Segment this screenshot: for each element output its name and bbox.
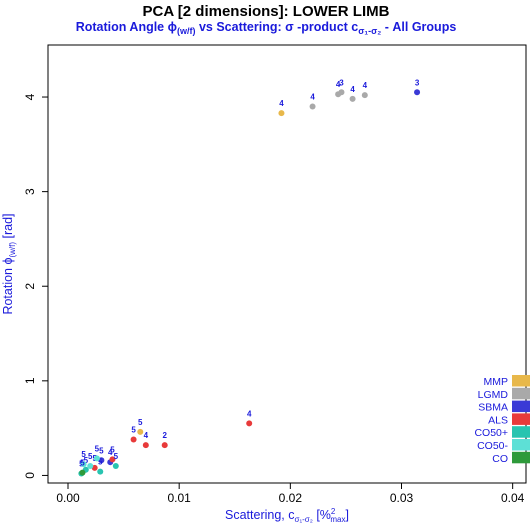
legend-swatch [512,375,530,387]
point-label: 2 [162,431,167,440]
data-point [414,89,421,96]
data-point [338,89,345,96]
point-label: 4 [363,81,368,90]
y-tick-label: 2 [23,283,37,290]
data-point [361,92,368,99]
y-tick-label: 4 [23,93,37,100]
x-tick-label: 0.04 [501,491,525,505]
legend-label: MMP [484,376,509,388]
point-label: 5 [80,459,85,468]
point-label: 5 [99,446,104,455]
legend-label: LGMD [478,389,509,401]
point-label: 4 [279,99,284,108]
legend-label: CO50+ [474,427,508,439]
legend-label: CO [492,453,508,465]
y-tick-label: 1 [23,377,37,384]
y-axis-label: Rotation ϕ(w/f) [rad] [1,213,17,314]
legend-swatch [512,439,530,451]
x-tick-label: 0.00 [56,491,80,505]
chart-subtitle: Rotation Angle ϕ(w/f) vs Scattering: σ -… [76,20,457,36]
point-label: 4 [144,431,149,440]
x-axis: 0.00 0.01 0.02 0.03 0.04 [56,482,525,505]
data-point [309,103,316,110]
point-label: 5 [131,425,136,434]
point-label: 5 [81,450,86,459]
point-label: 3 [339,78,344,87]
plot-frame [47,44,527,484]
data-point [130,436,137,443]
point-label: 4 [108,448,113,457]
data-point [349,95,356,102]
data-point [109,456,116,463]
chart-title: PCA [2 dimensions]: LOWER LIMB [143,3,390,20]
legend-label: SBMA [478,402,508,414]
point-label: 5 [98,458,103,467]
data-point [79,469,86,476]
point-label: 5 [114,452,119,461]
x-tick-label: 0.03 [390,491,414,505]
legend-label: CO50- [477,440,508,452]
point-label: 4 [336,80,341,89]
point-label: 5 [138,418,143,427]
legend-swatch [512,451,530,464]
legend-swatch [512,426,530,438]
data-point [80,461,87,468]
legend-swatch [512,400,530,413]
y-axis: 0 1 2 3 4 [23,93,49,479]
data-point [278,110,285,117]
point-label: 4 [310,92,315,101]
data-point [112,462,119,469]
data-point [142,442,149,449]
legend-swatch [512,387,530,400]
x-axis-label: Scattering, cσ₁-σ₂ [%2 max] [225,507,349,524]
point-label: 4 [350,85,355,94]
legend-label: ALS [488,414,508,426]
data-point [161,442,168,449]
x-tick-label: 0.02 [279,491,303,505]
y-tick-label: 0 [23,472,37,479]
x-tick-label: 0.01 [167,491,191,505]
data-point [87,462,94,469]
y-tick-label: 3 [23,188,37,195]
data-point [246,420,253,427]
point-label: 5 [95,444,100,453]
point-label: 5 [88,452,93,461]
data-points: 454434435442455555555555 [78,78,421,477]
legend-swatch [512,413,530,425]
point-label: 5 [84,456,89,465]
data-point [97,468,104,475]
point-label: 5 [110,445,115,454]
point-label: 4 [247,409,252,418]
point-label: 3 [415,78,420,87]
data-point [93,455,100,462]
data-point [137,428,144,435]
